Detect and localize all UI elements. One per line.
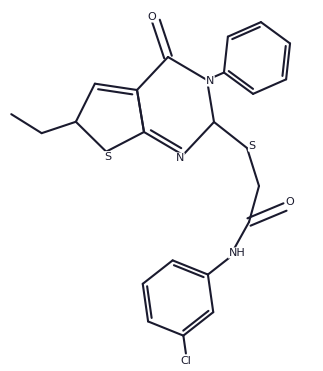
Text: O: O <box>286 197 294 207</box>
Text: N: N <box>206 76 214 86</box>
Text: S: S <box>105 152 112 162</box>
Text: N: N <box>176 153 184 163</box>
Text: NH: NH <box>229 248 245 258</box>
Text: O: O <box>148 12 156 22</box>
Text: S: S <box>248 141 255 151</box>
Text: Cl: Cl <box>181 357 191 367</box>
